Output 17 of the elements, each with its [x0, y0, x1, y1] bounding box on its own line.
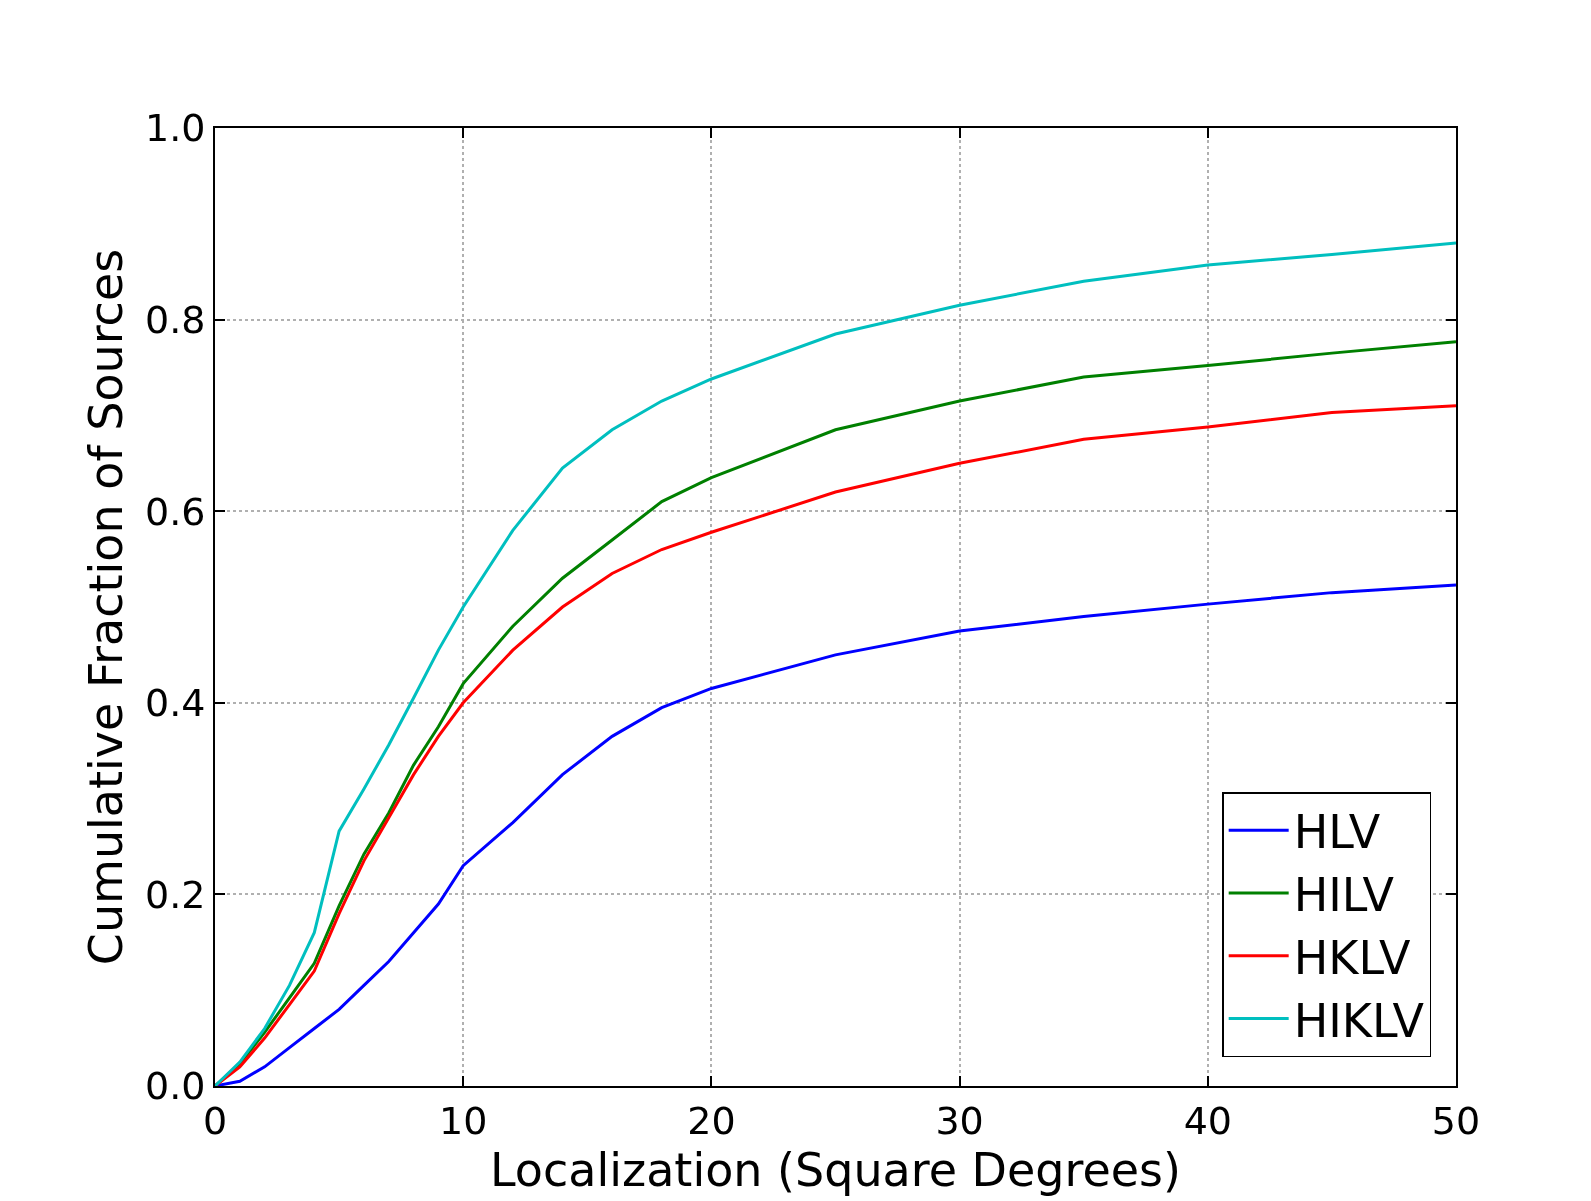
x-tick-label: 50 [1431, 1098, 1481, 1143]
y-tick-label: 0.8 [144, 297, 206, 342]
x-tick-label: 40 [1183, 1098, 1232, 1143]
y-tick-label: 0.6 [144, 489, 206, 534]
x-axis-title: Localization (Square Degrees) [490, 1142, 1181, 1197]
legend-label: HLV [1293, 805, 1381, 860]
y-tick-label: 1.0 [144, 106, 206, 151]
legend-label: HIKLV [1293, 993, 1425, 1048]
line-series [215, 583, 1456, 1086]
x-tick-label: 20 [687, 1098, 736, 1143]
legend-label: HKLV [1293, 930, 1412, 985]
y-tick-label: 0.2 [144, 872, 206, 917]
x-tick-label: 30 [935, 1098, 984, 1143]
legend-label: HILV [1293, 867, 1395, 922]
y-axis-title: Cumulative Fraction of Sources [78, 248, 133, 966]
x-tick-label: 10 [439, 1098, 488, 1143]
y-tick-label: 0.4 [144, 681, 206, 726]
